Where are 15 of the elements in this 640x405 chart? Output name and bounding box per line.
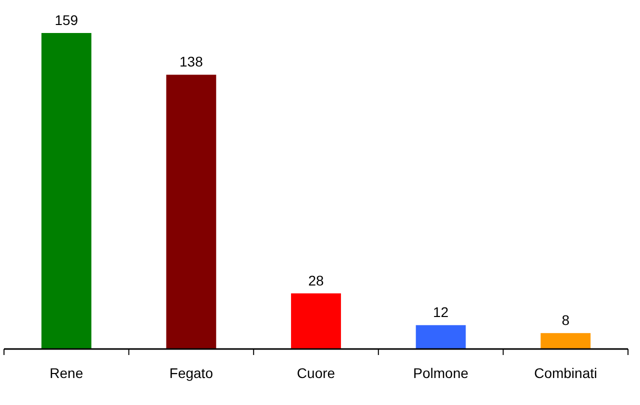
- bar: [41, 33, 92, 349]
- data-label: 138: [180, 54, 204, 70]
- x-tick-label: Cuore: [296, 365, 336, 381]
- data-label: 12: [433, 304, 449, 320]
- data-label: 159: [54, 12, 78, 28]
- bar: [540, 333, 591, 349]
- x-tick-label: Combinati: [534, 365, 598, 381]
- x-tick-label: Polmone: [413, 365, 469, 381]
- x-tick-label: Fegato: [169, 365, 214, 381]
- x-tick-label: Rene: [50, 365, 84, 381]
- bar: [291, 293, 341, 349]
- data-label: 8: [562, 312, 570, 328]
- bar: [416, 325, 466, 349]
- bar: [166, 74, 216, 349]
- data-label: 28: [308, 272, 324, 288]
